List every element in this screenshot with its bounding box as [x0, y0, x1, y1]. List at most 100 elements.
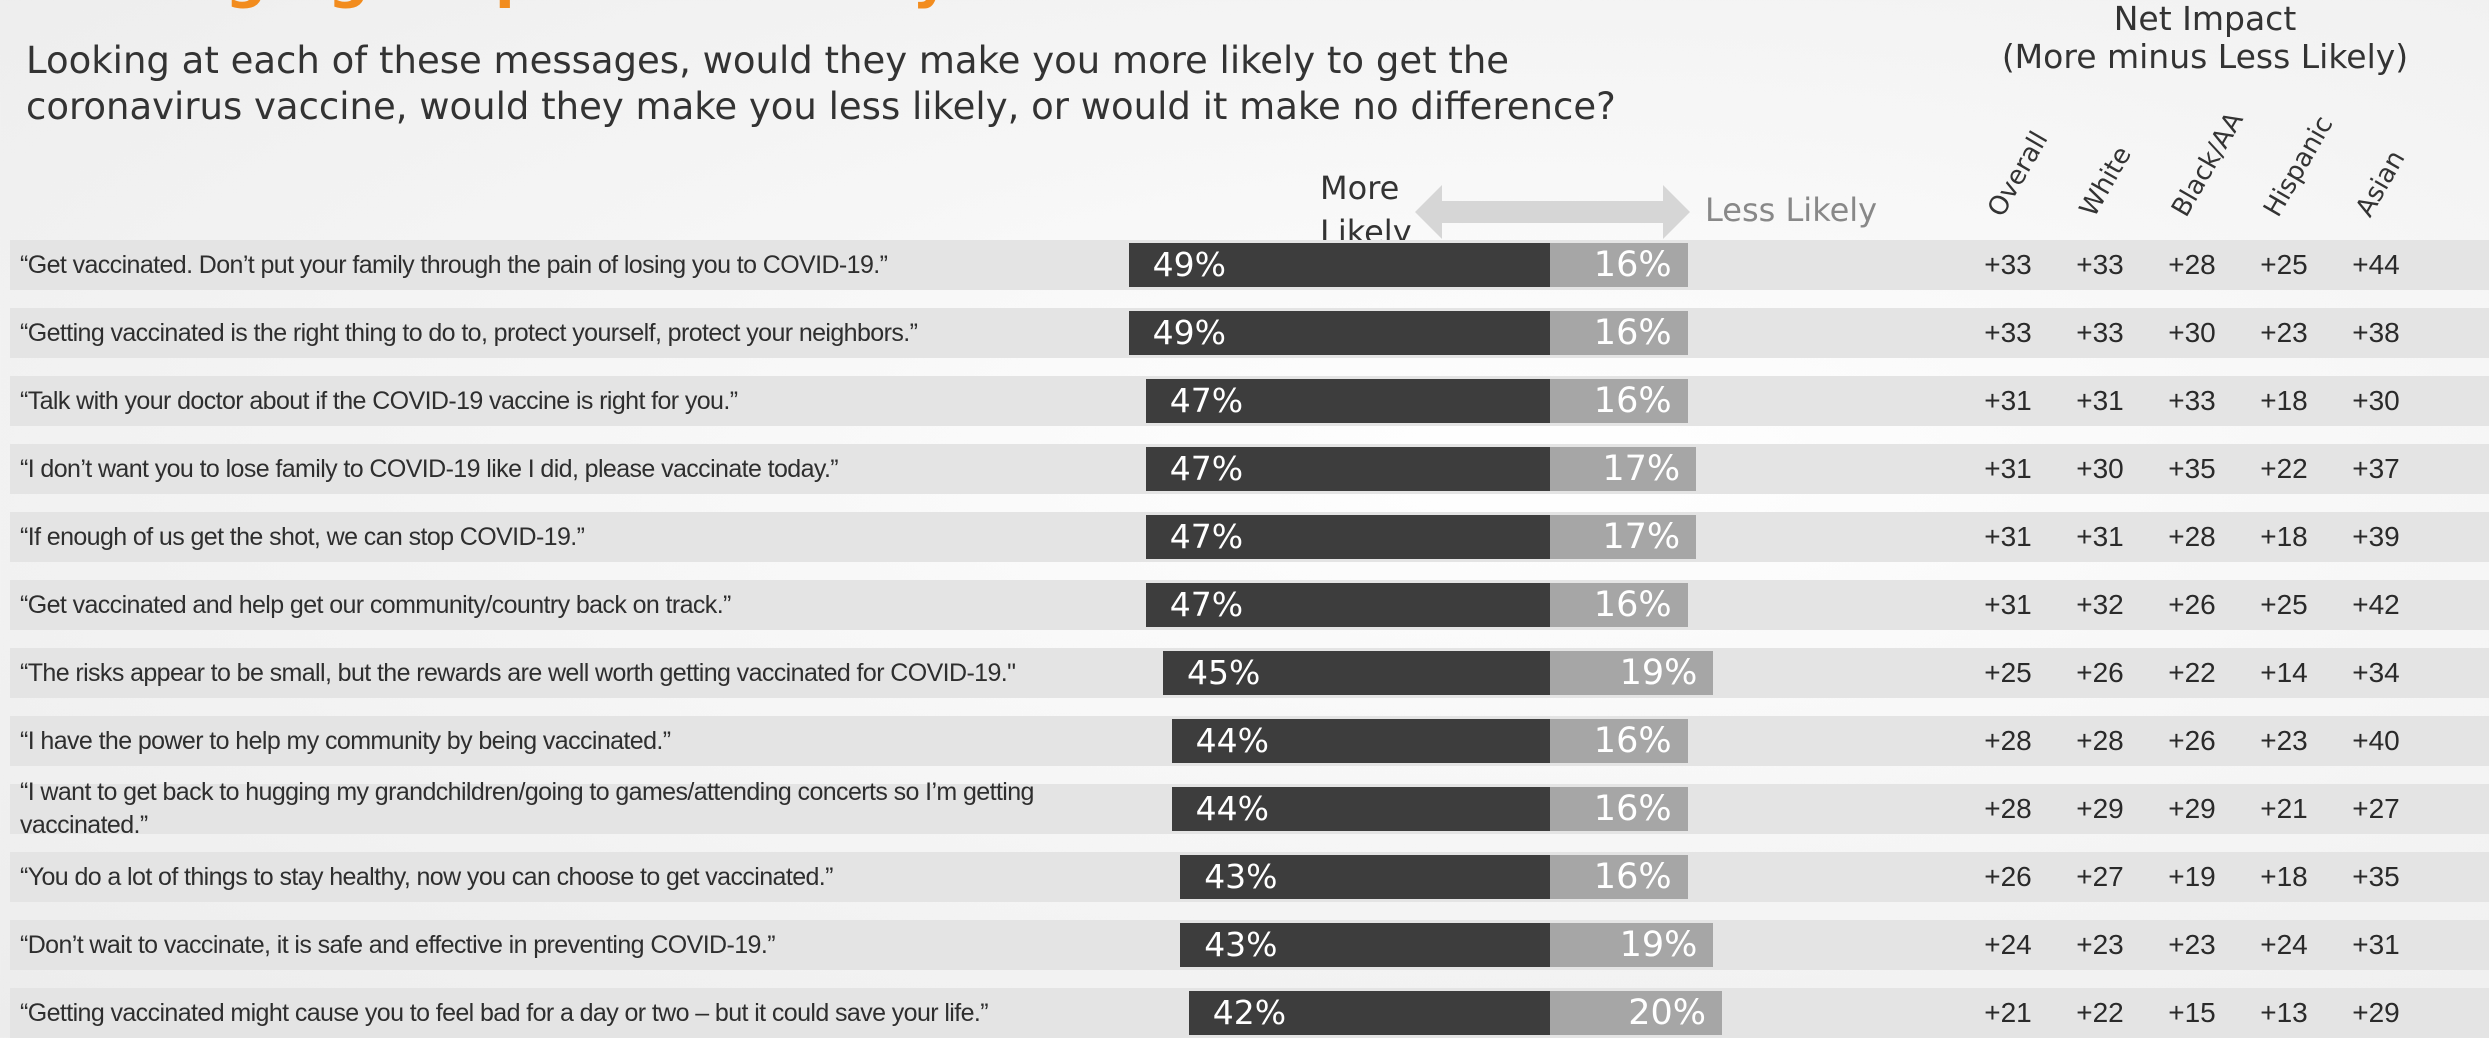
net-value-hispanic: +21: [2260, 793, 2308, 824]
net-value-black-aa: +22: [2168, 657, 2216, 688]
message-text: “I have the power to help my community b…: [20, 726, 671, 755]
net-value-asian: +27: [2352, 793, 2400, 824]
net-value-hispanic: +23: [2260, 725, 2308, 756]
column-header-overall: Overall: [1982, 126, 2055, 222]
more-likely-bar: 47%: [1145, 583, 1550, 627]
net-value-black-aa: +28: [2168, 521, 2216, 552]
column-header-hispanic: Hispanic: [2258, 111, 2340, 222]
net-value-black-aa: +33: [2168, 385, 2216, 416]
net-value-asian: +40: [2352, 725, 2400, 756]
less-likely-bar: 16%: [1550, 243, 1688, 287]
less-likely-bar: 16%: [1550, 379, 1688, 423]
message-text: “If enough of us get the shot, we can st…: [20, 522, 585, 551]
net-value-asian: +39: [2352, 521, 2400, 552]
net-impact-subtitle: (More minus Less Likely): [2001, 37, 2409, 76]
net-value-asian: +37: [2352, 453, 2400, 484]
net-impact-header: Net Impact (More minus Less Likely): [1990, 0, 2420, 76]
more-likely-bar: 44%: [1171, 719, 1550, 763]
net-value-hispanic: +18: [2260, 861, 2308, 892]
net-value-white: +33: [2076, 249, 2124, 280]
more-likely-bar: 47%: [1145, 447, 1550, 491]
less-likely-bar: 19%: [1550, 651, 1714, 695]
net-value-asian: +31: [2352, 929, 2400, 960]
message-text: “The risks appear to be small, but the r…: [20, 658, 1016, 687]
more-likely-bar: 43%: [1180, 855, 1550, 899]
less-likely-bar: 16%: [1550, 787, 1688, 831]
net-value-white: +31: [2076, 385, 2124, 416]
message-text: “Don’t wait to vaccinate, it is safe and…: [20, 930, 776, 959]
net-value-black-aa: +15: [2168, 997, 2216, 1028]
net-value-asian: +35: [2352, 861, 2400, 892]
more-likely-bar: 42%: [1188, 991, 1550, 1035]
net-value-black-aa: +30: [2168, 317, 2216, 348]
net-value-hispanic: +24: [2260, 929, 2308, 960]
less-likely-bar: 17%: [1550, 515, 1697, 559]
message-text: “I want to get back to hugging my grandc…: [20, 778, 1034, 839]
net-value-black-aa: +28: [2168, 249, 2216, 280]
more-likely-label: More Likely: [1320, 169, 1412, 251]
net-value-overall: +31: [1984, 453, 2032, 484]
net-value-black-aa: +35: [2168, 453, 2216, 484]
more-likely-bar: 44%: [1171, 787, 1550, 831]
net-value-overall: +26: [1984, 861, 2032, 892]
net-value-hispanic: +25: [2260, 589, 2308, 620]
net-value-hispanic: +23: [2260, 317, 2308, 348]
net-value-asian: +29: [2352, 997, 2400, 1028]
net-value-white: +32: [2076, 589, 2124, 620]
message-text: “I don’t want you to lose family to COVI…: [20, 454, 839, 483]
net-value-overall: +31: [1984, 521, 2032, 552]
net-value-white: +31: [2076, 521, 2124, 552]
net-value-white: +30: [2076, 453, 2124, 484]
message-text: “Getting vaccinated is the right thing t…: [20, 318, 918, 347]
less-likely-label: Less Likely: [1705, 191, 1878, 229]
net-value-overall: +31: [1984, 385, 2032, 416]
net-value-black-aa: +23: [2168, 929, 2216, 960]
net-value-hispanic: +13: [2260, 997, 2308, 1028]
less-likely-bar: 16%: [1550, 855, 1688, 899]
net-value-overall: +33: [1984, 317, 2032, 348]
net-value-asian: +38: [2352, 317, 2400, 348]
net-value-hispanic: +18: [2260, 521, 2308, 552]
net-value-overall: +24: [1984, 929, 2032, 960]
net-value-asian: +34: [2352, 657, 2400, 688]
message-text: “You do a lot of things to stay healthy,…: [20, 862, 833, 891]
net-value-hispanic: +14: [2260, 657, 2308, 688]
column-header-asian: Asian: [2350, 145, 2412, 222]
more-likely-bar: 49%: [1128, 311, 1550, 355]
net-value-hispanic: +22: [2260, 453, 2308, 484]
net-value-white: +33: [2076, 317, 2124, 348]
net-value-black-aa: +26: [2168, 589, 2216, 620]
message-text: “Getting vaccinated might cause you to f…: [20, 998, 989, 1027]
net-value-hispanic: +25: [2260, 249, 2308, 280]
net-value-white: +27: [2076, 861, 2124, 892]
less-likely-bar: 16%: [1550, 719, 1688, 763]
more-likely-bar: 49%: [1128, 243, 1550, 287]
net-value-white: +26: [2076, 657, 2124, 688]
less-likely-bar: 16%: [1550, 311, 1688, 355]
net-value-overall: +25: [1984, 657, 2032, 688]
net-value-white: +23: [2076, 929, 2124, 960]
slide-title: Messaging: Impact on Likely to Get Vacci…: [20, 0, 1220, 12]
message-text: “Get vaccinated and help get our communi…: [20, 590, 731, 619]
more-likely-bar: 43%: [1180, 923, 1550, 967]
net-value-overall: +33: [1984, 249, 2032, 280]
net-value-overall: +31: [1984, 589, 2032, 620]
net-value-white: +29: [2076, 793, 2124, 824]
net-value-asian: +42: [2352, 589, 2400, 620]
more-likely-bar: 47%: [1145, 379, 1550, 423]
net-value-overall: +21: [1984, 997, 2032, 1028]
message-text: “Get vaccinated. Don’t put your family t…: [20, 250, 888, 279]
more-likely-bar: 47%: [1145, 515, 1550, 559]
less-likely-bar: 20%: [1550, 991, 1722, 1035]
net-value-black-aa: +29: [2168, 793, 2216, 824]
net-value-overall: +28: [1984, 793, 2032, 824]
net-value-hispanic: +18: [2260, 385, 2308, 416]
net-value-overall: +28: [1984, 725, 2032, 756]
net-value-white: +28: [2076, 725, 2124, 756]
more-likely-bar: 45%: [1163, 651, 1550, 695]
less-likely-bar: 19%: [1550, 923, 1714, 967]
column-header-black-aa: Black/AA: [2166, 107, 2250, 222]
net-value-black-aa: +26: [2168, 725, 2216, 756]
net-impact-title: Net Impact: [2113, 0, 2297, 38]
double-arrow-icon: [1415, 185, 1690, 239]
